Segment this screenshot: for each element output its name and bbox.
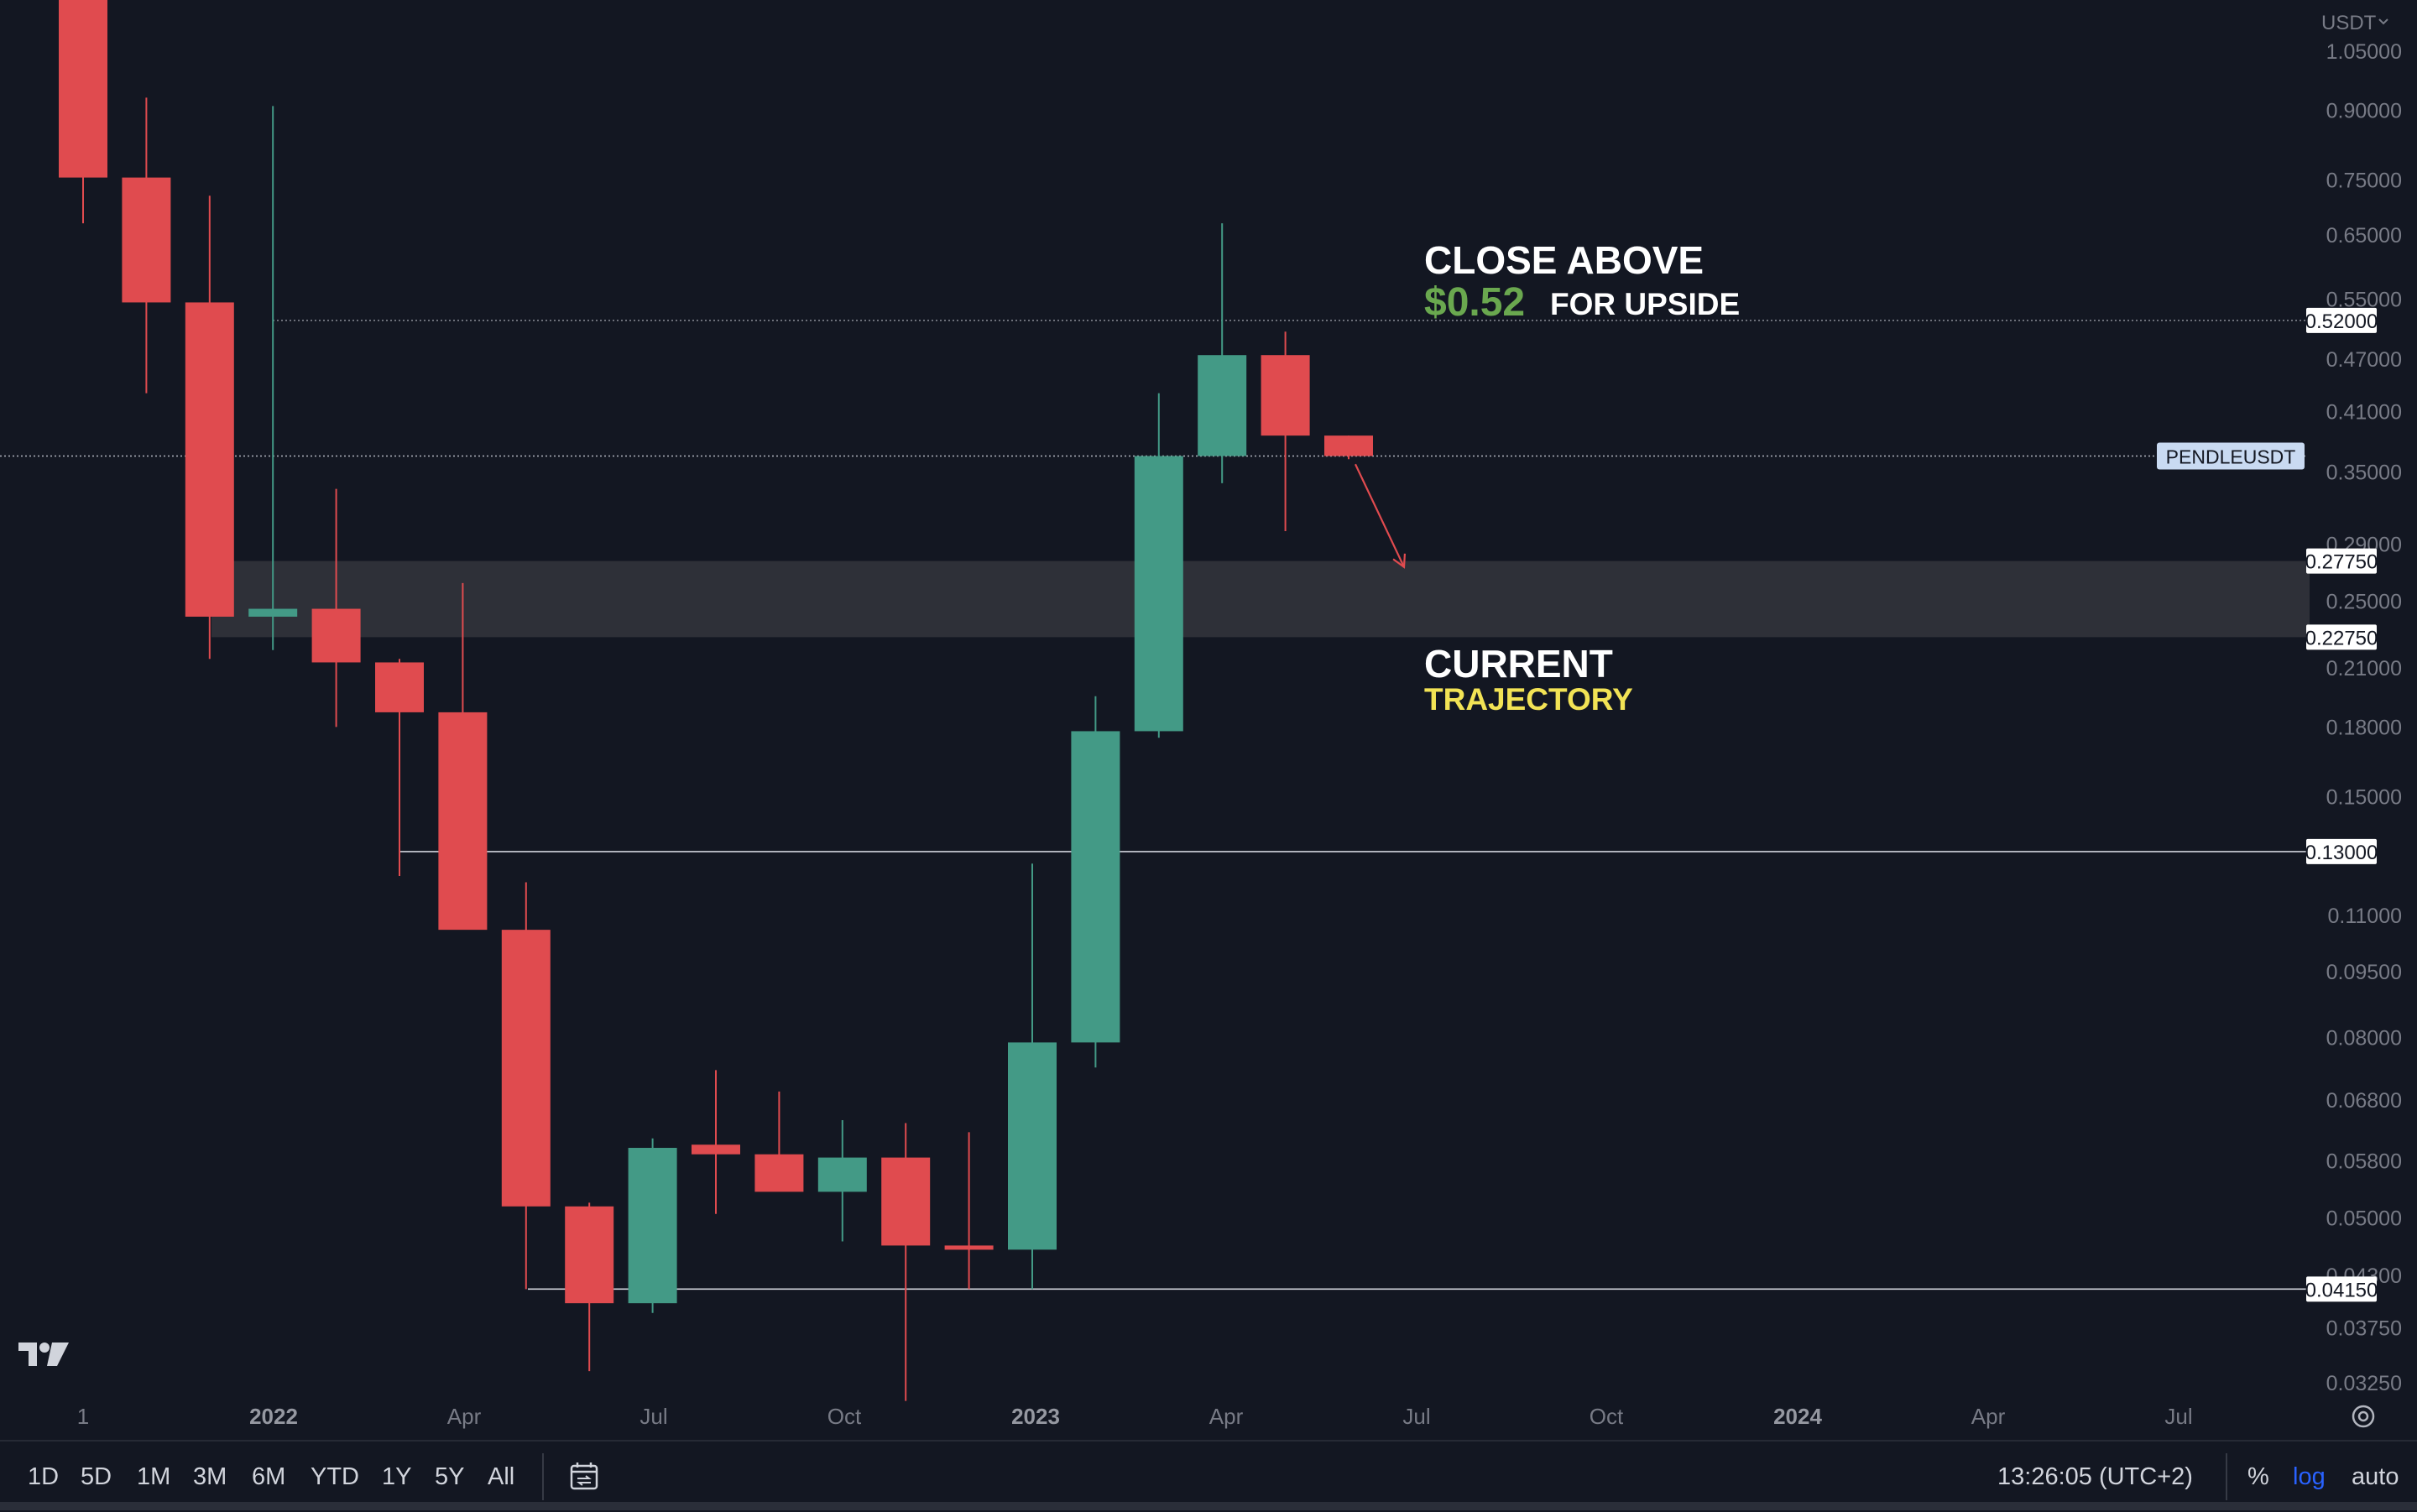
log-scale-toggle[interactable]: log xyxy=(2293,1463,2326,1490)
currency-selector[interactable]: USDT xyxy=(2321,12,2377,34)
price-axis-tick: 0.09500 xyxy=(2326,961,2402,984)
price-axis-tick: 0.55000 xyxy=(2326,288,2402,311)
time-axis-tick: Oct xyxy=(1590,1404,1624,1429)
time-axis-tick: Oct xyxy=(827,1404,862,1429)
symbol-badge-bg xyxy=(2157,442,2305,470)
clock-readout[interactable]: 13:26:05 (UTC+2) xyxy=(1997,1463,2193,1490)
price-axis-tick: 0.08000 xyxy=(2326,1027,2402,1051)
bullish-candle[interactable] xyxy=(1134,456,1183,732)
timeframe-button-1m[interactable]: 1M xyxy=(137,1463,171,1490)
bearish-candle[interactable] xyxy=(692,1144,740,1155)
timeframe-button-1y[interactable]: 1Y xyxy=(382,1463,412,1490)
bullish-candle[interactable] xyxy=(817,1157,867,1192)
bullish-candle[interactable] xyxy=(628,1148,677,1304)
time-axis-tick: 1 xyxy=(77,1404,89,1429)
percent-scale-toggle[interactable]: % xyxy=(2247,1463,2269,1490)
price-axis-tick: 0.41000 xyxy=(2326,400,2402,424)
bottom-toolbar: 1D 5D 1M 3M 6M YTD 1Y 5Y All 13:26:05 (UTC+2) % … xyxy=(0,1440,2417,1512)
bearish-candle[interactable] xyxy=(565,1206,614,1304)
timeframe-button-5d[interactable]: 5D xyxy=(81,1463,112,1490)
toolbar-separator xyxy=(542,1453,544,1500)
bottom-scroll-strip xyxy=(0,1502,2417,1510)
price-axis-tick: 0.15000 xyxy=(2326,786,2402,810)
annotation-close-above: CLOSE ABOVE xyxy=(1424,238,1704,282)
level-price-label-bg xyxy=(2306,307,2377,333)
bullish-candle[interactable] xyxy=(248,608,298,617)
price-axis-tick: 0.47000 xyxy=(2326,348,2402,372)
price-axis-tick: 0.65000 xyxy=(2326,224,2402,248)
zone-bottom-label: 0.22750 xyxy=(2305,627,2378,649)
timeframe-button-5y[interactable]: 5Y xyxy=(435,1463,465,1490)
price-axis-tick: 0.06800 xyxy=(2326,1089,2402,1113)
time-axis-tick: Apr xyxy=(1971,1404,2006,1429)
time-axis-tick: 2024 xyxy=(1773,1404,1822,1429)
zone-top-label-bg xyxy=(2306,548,2377,574)
price-axis-tick: 0.75000 xyxy=(2326,169,2402,193)
price-axis-tick: 0.18000 xyxy=(2326,716,2402,739)
level-price-label: 0.52000 xyxy=(2305,310,2378,333)
trajectory-arrow-head xyxy=(1392,553,1407,569)
time-axis-tick: Jul xyxy=(2164,1404,2192,1429)
time-axis-tick: Apr xyxy=(447,1404,482,1429)
price-axis-tick: 0.03750 xyxy=(2326,1317,2402,1341)
price-axis-tick: 0.03250 xyxy=(2326,1372,2402,1395)
zone-top-label: 0.27750 xyxy=(2305,551,2378,574)
timeframe-button-3m[interactable]: 3M xyxy=(193,1463,227,1490)
price-axis-tick: 0.90000 xyxy=(2326,99,2402,123)
price-axis-tick: 0.21000 xyxy=(2326,657,2402,680)
bearish-candle[interactable] xyxy=(1261,355,1310,436)
price-axis-tick: 0.35000 xyxy=(2326,461,2402,485)
price-chart[interactable]: CLOSE ABOVE$0.52 FOR UPSIDE CURRENTTRAJECT… xyxy=(0,0,2417,1440)
settings-gear-icon[interactable] xyxy=(2352,1405,2375,1428)
annotation-target-price: $0.52 xyxy=(1424,280,1525,325)
level-price-label-bg xyxy=(2306,1276,2377,1302)
calendar-range-icon[interactable] xyxy=(567,1460,601,1494)
level-price-label: 0.13000 xyxy=(2305,842,2378,864)
bearish-candle[interactable] xyxy=(754,1154,804,1192)
chevron-down-icon[interactable] xyxy=(2378,18,2388,25)
bearish-candle[interactable] xyxy=(311,608,361,663)
level-price-label-bg xyxy=(2306,838,2377,864)
zone-bottom-label-bg xyxy=(2306,624,2377,650)
price-axis-tick: 0.05000 xyxy=(2326,1207,2402,1230)
time-axis-tick: Jul xyxy=(639,1404,667,1429)
bearish-candle[interactable] xyxy=(185,302,234,617)
price-axis-tick: 0.05800 xyxy=(2326,1150,2402,1173)
bearish-candle[interactable] xyxy=(944,1245,994,1250)
price-axis-tick: 0.11000 xyxy=(2327,905,2402,928)
bearish-candle[interactable] xyxy=(59,0,107,178)
bearish-candle[interactable] xyxy=(438,712,488,931)
annotation-for-upside: FOR UPSIDE xyxy=(1550,287,1740,321)
support-zone xyxy=(211,560,2310,638)
bearish-candle[interactable] xyxy=(122,177,171,303)
auto-scale-toggle[interactable]: auto xyxy=(2352,1463,2399,1490)
toolbar-separator xyxy=(2226,1453,2227,1500)
bullish-candle[interactable] xyxy=(1198,355,1247,456)
bearish-candle[interactable] xyxy=(501,930,551,1207)
bullish-candle[interactable] xyxy=(1071,731,1120,1043)
trajectory-arrow-line xyxy=(1355,463,1405,568)
bullish-candle[interactable] xyxy=(1008,1042,1057,1250)
time-axis-tick: 2022 xyxy=(249,1404,298,1429)
tradingview-logo-icon xyxy=(18,1343,69,1366)
bearish-candle[interactable] xyxy=(1324,435,1373,456)
bearish-candle[interactable] xyxy=(375,662,424,712)
symbol-badge[interactable]: PENDLEUSDT xyxy=(2166,446,2296,468)
time-axis-tick: Apr xyxy=(1209,1404,1244,1429)
level-price-label: 0.04150 xyxy=(2305,1279,2378,1301)
timeframe-button-ytd[interactable]: YTD xyxy=(311,1463,359,1490)
timeframe-button-6m[interactable]: 6M xyxy=(252,1463,286,1490)
price-axis-tick: 1.05000 xyxy=(2326,40,2402,64)
price-axis-tick: 0.25000 xyxy=(2326,590,2402,613)
timeframe-button-all[interactable]: All xyxy=(488,1463,515,1490)
time-axis-tick: Jul xyxy=(1402,1404,1430,1429)
time-axis-tick: 2023 xyxy=(1011,1404,1060,1429)
annotation-current: CURRENT xyxy=(1424,642,1613,686)
annotation-trajectory: TRAJECTORY xyxy=(1424,682,1633,717)
bearish-candle[interactable] xyxy=(881,1157,931,1246)
timeframe-button-1d[interactable]: 1D xyxy=(28,1463,60,1490)
